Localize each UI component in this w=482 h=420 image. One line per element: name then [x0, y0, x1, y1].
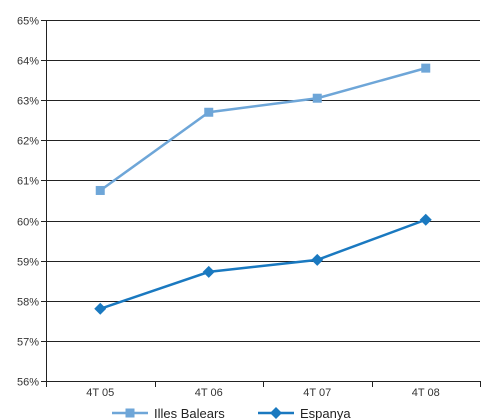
gridlines [46, 20, 480, 382]
data-point-illes-balears [421, 63, 431, 73]
data-point-espanya [202, 265, 215, 278]
x-tick-label: 4T 06 [195, 387, 223, 399]
series-line-espanya [99, 218, 427, 310]
legend-label-espanya: Espanya [300, 406, 351, 420]
y-tick-label: 60% [17, 217, 39, 229]
legend-label-illes-balears: Illes Balears [154, 406, 225, 420]
series-espanya [94, 213, 432, 315]
legend-item-espanya: Espanya [258, 406, 351, 420]
legend-item-illes-balears: Illes Balears [112, 406, 225, 420]
data-point-illes-balears [312, 93, 322, 103]
y-tick-label: 61% [17, 176, 39, 188]
y-tick-label: 64% [17, 56, 39, 68]
data-point-espanya [94, 302, 107, 315]
y-axis-ticks: 56% 57% 58% 59% 60% 61% 62% 63% 64% 65% [17, 16, 46, 389]
y-tick-label: 56% [17, 377, 39, 389]
series-line-illes-balears [99, 66, 427, 192]
legend-marker-espanya [270, 407, 282, 419]
y-tick-label: 59% [17, 257, 39, 269]
y-tick-label: 58% [17, 297, 39, 309]
y-tick-label: 63% [17, 96, 39, 108]
y-tick-label: 57% [17, 337, 39, 349]
x-tick-label: 4T 08 [412, 387, 440, 399]
series-illes-balears [95, 63, 431, 195]
axes [46, 20, 480, 387]
y-tick-label: 62% [17, 136, 39, 148]
data-point-espanya [311, 253, 324, 266]
data-point-illes-balears [95, 185, 105, 195]
legend-marker-illes-balears [125, 408, 135, 418]
data-point-illes-balears [204, 107, 214, 117]
data-point-espanya [419, 213, 432, 226]
x-tick-label: 4T 05 [86, 387, 114, 399]
x-axis-ticks: 4T 05 4T 06 4T 07 4T 08 [86, 381, 481, 399]
legend: Illes Balears Espanya [112, 406, 351, 420]
x-tick-label: 4T 07 [303, 387, 331, 399]
series-group [94, 63, 432, 315]
y-tick-label: 65% [17, 16, 39, 28]
